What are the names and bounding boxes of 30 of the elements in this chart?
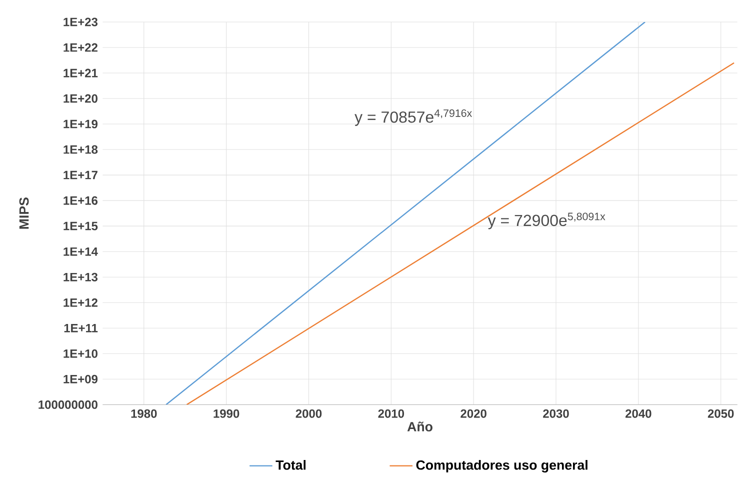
y-tick-label: 1E+12 [64,298,98,307]
y-tick-label: 1E+13 [64,272,98,282]
y-tick-label: 1E+09 [64,374,98,384]
legend-label: Computadores uso general [416,460,588,472]
y-tick-label: 1E+17 [64,170,98,180]
y-axis-title: MIPS [19,198,29,229]
x-tick-label: 1990 [214,409,240,418]
x-axis-title: Año [407,422,432,432]
y-tick-label: 1E+15 [64,222,98,230]
y-tick-label: 1E+14 [64,247,98,256]
annotation: y = 70857e$^{4,7916x}$ [354,109,472,126]
x-tick-label: 2010 [378,409,404,418]
y-tick-label: 1E+16 [64,196,98,205]
x-tick-label: 2040 [625,409,652,418]
x-tick-label: 2020 [460,409,486,418]
y-tick-label: 1E+23 [64,18,98,26]
annotation: y = 72900e$^{5,8091x}$ [488,212,606,230]
x-tick-label: 1980 [131,409,157,418]
y-tick-label: 1E+11 [64,324,98,332]
y-tick-label: 1E+21 [64,68,98,78]
y-tick-label: 1E+20 [64,94,98,103]
x-tick-label: 2000 [296,409,322,418]
legend-label: Total [276,460,306,470]
x-tick-label: 2030 [543,409,569,418]
y-tick-label: 1E+18 [64,145,98,154]
y-tick-label: 1E+22 [64,43,98,52]
y-tick-label: 1E+10 [64,349,98,358]
y-tick-label: 100000000 [38,400,98,409]
x-tick-label: 2050 [708,409,734,418]
y-tick-label: 1E+19 [64,120,98,128]
